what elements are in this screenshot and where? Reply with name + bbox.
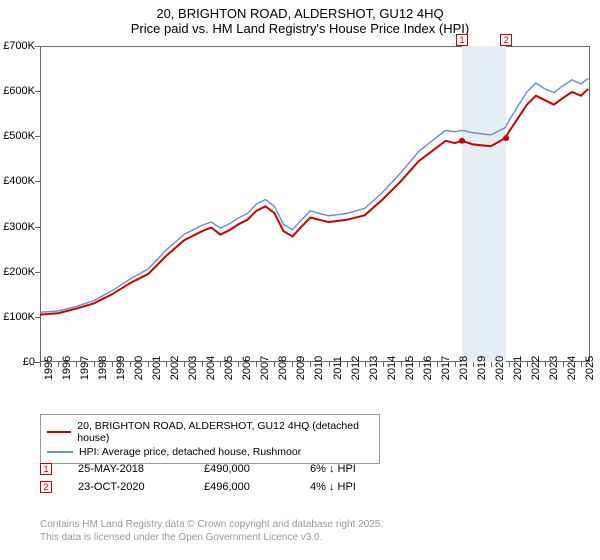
sales-table: 1 25-MAY-2018 £490,000 6% ↓ HPI 2 23-OCT-2020… (40, 460, 580, 496)
sale-row: 2 23-OCT-2020 £496,000 4% ↓ HPI (40, 478, 580, 496)
legend-label: HPI: Average price, detached house, Rush… (79, 446, 301, 458)
legend-item: 20, BRIGHTON ROAD, ALDERSHOT, GU12 4HQ (… (47, 419, 373, 445)
x-tick-label: 2013 (368, 356, 380, 380)
y-tick-label: £0 (23, 356, 35, 368)
x-tick-label: 2009 (295, 356, 307, 380)
sale-marker-1: 1 (456, 34, 468, 46)
y-tick-label: £100K (3, 311, 35, 323)
x-tick-label: 2007 (259, 356, 271, 380)
x-tick-label: 2016 (422, 356, 434, 380)
sale-price: £496,000 (204, 481, 284, 493)
legend-swatch (47, 431, 71, 433)
x-tick-label: 2006 (241, 356, 253, 380)
y-tick-label: £500K (3, 130, 35, 142)
series-price_paid (40, 89, 588, 315)
sale-marker: 1 (40, 463, 52, 475)
chart-lines (40, 46, 590, 362)
sale-date: 23-OCT-2020 (78, 481, 178, 493)
x-tick-label: 2024 (566, 356, 578, 380)
y-tick-label: £200K (3, 266, 35, 278)
x-tick-label: 1996 (61, 356, 73, 380)
legend-swatch (47, 451, 73, 453)
legend-label: 20, BRIGHTON ROAD, ALDERSHOT, GU12 4HQ (… (77, 420, 373, 444)
sale-date: 25-MAY-2018 (78, 463, 178, 475)
x-tick-label: 1998 (97, 356, 109, 380)
title-line1: 20, BRIGHTON ROAD, ALDERSHOT, GU12 4HQ (0, 6, 600, 21)
x-tick-label: 2008 (277, 356, 289, 380)
chart-area: £0£100K£200K£300K£400K£500K£600K£700K 19… (40, 46, 590, 362)
x-tick-label: 2010 (313, 356, 325, 380)
x-tick-label: 2023 (548, 356, 560, 380)
chart-title: 20, BRIGHTON ROAD, ALDERSHOT, GU12 4HQ P… (0, 0, 600, 36)
sale-row: 1 25-MAY-2018 £490,000 6% ↓ HPI (40, 460, 580, 478)
x-tick-label: 2002 (169, 356, 181, 380)
sale-dot (503, 135, 509, 141)
x-tick-label: 2021 (512, 356, 524, 380)
x-tick-label: 2001 (151, 356, 163, 380)
x-tick-label: 1995 (43, 356, 55, 380)
x-tick-label: 2017 (440, 356, 452, 380)
x-tick-label: 2003 (187, 356, 199, 380)
sale-dot (459, 138, 465, 144)
x-tick-label: 2012 (350, 356, 362, 380)
x-tick-label: 1999 (115, 356, 127, 380)
x-tick-label: 2000 (133, 356, 145, 380)
x-tick-label: 1997 (79, 356, 91, 380)
footer-text: Contains HM Land Registry data © Crown c… (40, 518, 383, 544)
sale-marker: 2 (40, 481, 52, 493)
sale-hpi: 4% ↓ HPI (310, 481, 390, 493)
x-tick-label: 2025 (584, 356, 596, 380)
x-tick-label: 2014 (386, 356, 398, 380)
footer-line1: Contains HM Land Registry data © Crown c… (40, 518, 383, 531)
x-tick-label: 2005 (223, 356, 235, 380)
x-tick-label: 2015 (404, 356, 416, 380)
footer-line2: This data is licensed under the Open Gov… (40, 531, 383, 544)
x-tick-label: 2018 (458, 356, 470, 380)
x-tick-label: 2004 (205, 356, 217, 380)
x-tick-label: 2022 (530, 356, 542, 380)
legend: 20, BRIGHTON ROAD, ALDERSHOT, GU12 4HQ (… (40, 414, 380, 464)
legend-item: HPI: Average price, detached house, Rush… (47, 445, 373, 459)
y-tick-label: £600K (3, 85, 35, 97)
y-tick-label: £400K (3, 175, 35, 187)
sale-hpi: 6% ↓ HPI (310, 463, 390, 475)
y-tick-label: £300K (3, 221, 35, 233)
sale-marker-2: 2 (500, 34, 512, 46)
series-hpi (40, 79, 588, 313)
x-tick-label: 2011 (332, 356, 344, 380)
y-tick-label: £700K (3, 40, 35, 52)
x-tick-label: 2019 (476, 356, 488, 380)
x-tick-label: 2020 (494, 356, 506, 380)
sale-price: £490,000 (204, 463, 284, 475)
